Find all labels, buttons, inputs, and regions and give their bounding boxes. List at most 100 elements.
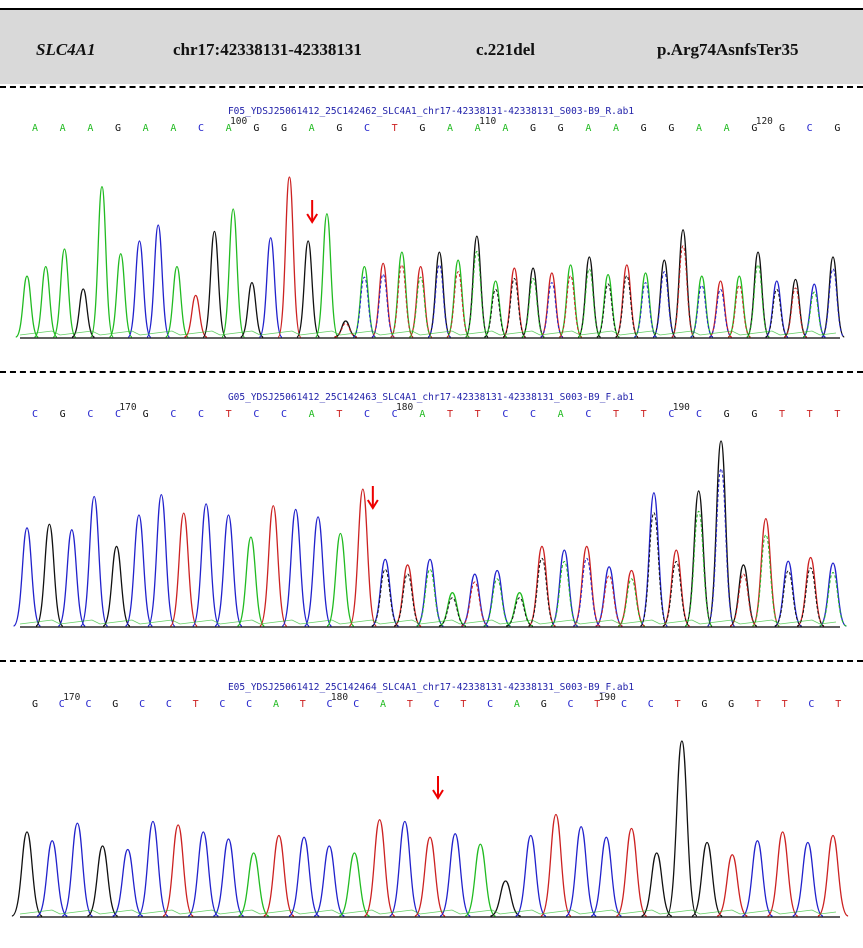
variant-arrow-icon <box>366 486 379 510</box>
secondary-peak <box>615 275 639 338</box>
base-call: G <box>751 409 757 420</box>
baseline-noise <box>19 619 837 625</box>
divider-3 <box>0 660 863 662</box>
base-call: C <box>807 123 813 134</box>
secondary-peak <box>393 573 422 627</box>
trace-peak <box>464 843 497 917</box>
base-call: G <box>419 123 425 134</box>
base-call: T <box>336 409 342 420</box>
secondary-peak <box>707 468 735 627</box>
trace-peak <box>348 488 377 627</box>
base-call: A <box>613 123 619 134</box>
trace-peak <box>137 820 169 917</box>
secondary-peak <box>671 245 695 338</box>
base-call: C <box>668 409 674 420</box>
trace-peak <box>281 508 310 627</box>
trace-peak <box>221 208 246 338</box>
base-call: T <box>594 699 600 710</box>
trace-peak <box>108 253 133 338</box>
trace-peak <box>80 495 109 627</box>
trace-peak <box>577 256 602 338</box>
trace-peak <box>192 503 221 627</box>
secondary-peak <box>774 570 802 627</box>
position-marker: 120 <box>756 116 773 127</box>
secondary-peak <box>796 567 825 627</box>
base-call: G <box>728 699 734 710</box>
trace-peak <box>57 529 86 627</box>
base-call: T <box>782 699 788 710</box>
base-call: C <box>166 699 172 710</box>
trace-peak <box>313 845 345 917</box>
gene-name: SLC4A1 <box>36 40 96 59</box>
trace-peak <box>415 558 445 627</box>
secondary-peak <box>483 578 511 627</box>
base-call: G <box>60 409 66 420</box>
base-call: C <box>59 699 65 710</box>
base-call: C <box>32 409 38 420</box>
secondary-peak <box>461 581 489 627</box>
base-call: C <box>567 699 573 710</box>
secondary-peak <box>751 534 780 627</box>
trace-peak <box>490 880 521 917</box>
variant-header: SLC4A1 chr17:42338131-42338131 c.221del … <box>0 8 863 84</box>
base-call: C <box>327 699 333 710</box>
base-call: C <box>198 409 204 420</box>
base-call: T <box>475 409 481 420</box>
base-call: T <box>779 409 785 420</box>
trace-peak <box>390 251 414 338</box>
base-call: C <box>487 699 493 710</box>
cdna-change: c.221del <box>476 40 536 59</box>
trace-peak <box>33 265 58 338</box>
base-call: A <box>273 699 279 710</box>
secondary-peak <box>528 557 556 627</box>
trace-peak <box>783 278 808 338</box>
base-call: A <box>143 123 149 134</box>
secondary-peak <box>390 264 414 338</box>
trace-peak <box>146 224 171 338</box>
trace-peak <box>288 836 320 917</box>
secondary-peak <box>729 573 758 627</box>
base-call: G <box>336 123 342 134</box>
trace-peak <box>87 845 119 917</box>
trace-peak <box>11 831 43 917</box>
secondary-peak <box>617 578 646 627</box>
chromatogram-svg-2: G05_YDSJ25061412_25C142463_SLC4A1_chr17-… <box>12 392 848 628</box>
base-call: T <box>447 409 453 420</box>
base-call: A <box>32 123 38 134</box>
trace-peak <box>165 265 189 338</box>
trace-peak <box>746 251 770 338</box>
base-call: C <box>115 409 121 420</box>
position-marker: 170 <box>63 692 80 703</box>
base-call: C <box>621 699 627 710</box>
trace-peak <box>614 264 639 338</box>
baseline-noise <box>19 909 837 915</box>
base-call: G <box>751 123 757 134</box>
secondary-peak <box>596 283 620 338</box>
base-call: C <box>353 699 359 710</box>
secondary-peak <box>819 572 847 627</box>
trace-peak <box>315 213 339 338</box>
variant-arrow-icon <box>432 776 444 800</box>
trace-peak <box>263 834 295 917</box>
trace-peak <box>52 248 77 338</box>
base-call: T <box>675 699 681 710</box>
base-call: G <box>530 123 536 134</box>
secondary-peak <box>727 284 752 338</box>
trace-peak <box>35 523 64 627</box>
secondary-peak <box>690 284 714 338</box>
base-call: C <box>392 409 398 420</box>
protein-change: p.Arg74AsnfsTer35 <box>657 40 799 59</box>
position-marker: 170 <box>119 402 136 413</box>
divider-2 <box>0 371 863 373</box>
base-call: C <box>696 409 702 420</box>
trace-peak <box>689 275 714 338</box>
base-call: C <box>281 409 287 420</box>
trace-peak <box>184 294 208 338</box>
secondary-peak <box>427 264 452 338</box>
position-marker: 110 <box>479 116 496 127</box>
trace-peak <box>296 240 321 338</box>
base-call: T <box>300 699 306 710</box>
base-call: G <box>834 123 840 134</box>
base-call: A <box>380 699 386 710</box>
trace-peak <box>303 516 333 627</box>
